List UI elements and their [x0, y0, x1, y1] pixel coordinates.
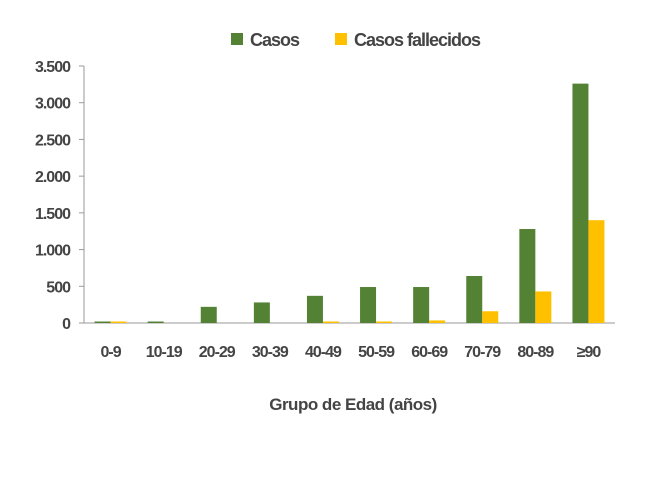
bar-casos [94, 321, 111, 323]
bar-casos-fallecidos [429, 320, 446, 323]
y-tick-label: 2.500 [35, 132, 71, 149]
bar-casos [306, 295, 323, 323]
bar-casos-fallecidos [535, 291, 552, 323]
x-tick-label: 30-39 [252, 344, 289, 361]
x-axis-title: Grupo de Edad (años) [269, 395, 437, 414]
legend: Casos Casos fallecidos [231, 30, 482, 50]
y-axis: 0 500 1.000 1.500 2.000 2.500 3.000 3.500 [35, 59, 85, 333]
bar-casos [253, 302, 270, 323]
y-tick-label: 3.500 [35, 59, 71, 76]
bar-casos [413, 287, 430, 323]
bar-casos [147, 321, 164, 323]
y-tick-label: 1.500 [35, 206, 71, 223]
x-tick-label: 40-49 [305, 344, 342, 361]
x-tick-label: 10-19 [146, 344, 183, 361]
bar-casos-fallecidos [376, 321, 393, 323]
x-tick-label: ≥90 [577, 344, 602, 361]
x-tick-label: 70-79 [464, 344, 501, 361]
bar-casos-fallecidos [588, 220, 605, 323]
x-tick-label: 60-69 [411, 344, 448, 361]
x-tick-label: 80-89 [517, 344, 554, 361]
y-tick-label: 3.000 [35, 96, 71, 113]
bar-casos [200, 306, 217, 323]
x-tick-label: 0-9 [100, 344, 121, 361]
x-tick-label: 50-59 [358, 344, 395, 361]
bar-casos [466, 276, 483, 323]
y-tick-label: 0 [62, 316, 71, 333]
y-tick-label: 1.000 [35, 243, 71, 260]
legend-swatch [335, 33, 347, 45]
x-axis: 0-9 10-19 20-29 30-39 40-49 50-59 60-69 70-79 80… [84, 322, 615, 361]
legend-label: Casos [250, 30, 300, 50]
bar-casos [360, 287, 377, 323]
bar-casos [519, 229, 536, 323]
legend-swatch [231, 33, 243, 45]
bars [94, 83, 605, 323]
y-tick-label: 2.000 [35, 169, 71, 186]
x-tick-label: 20-29 [199, 344, 236, 361]
y-tick-label: 500 [46, 279, 71, 296]
legend-label: Casos fallecidos [354, 30, 481, 50]
bar-casos-fallecidos [110, 321, 127, 323]
bar-casos-fallecidos [322, 321, 339, 323]
bar-casos-fallecidos [482, 311, 499, 323]
bar-casos [572, 83, 589, 323]
